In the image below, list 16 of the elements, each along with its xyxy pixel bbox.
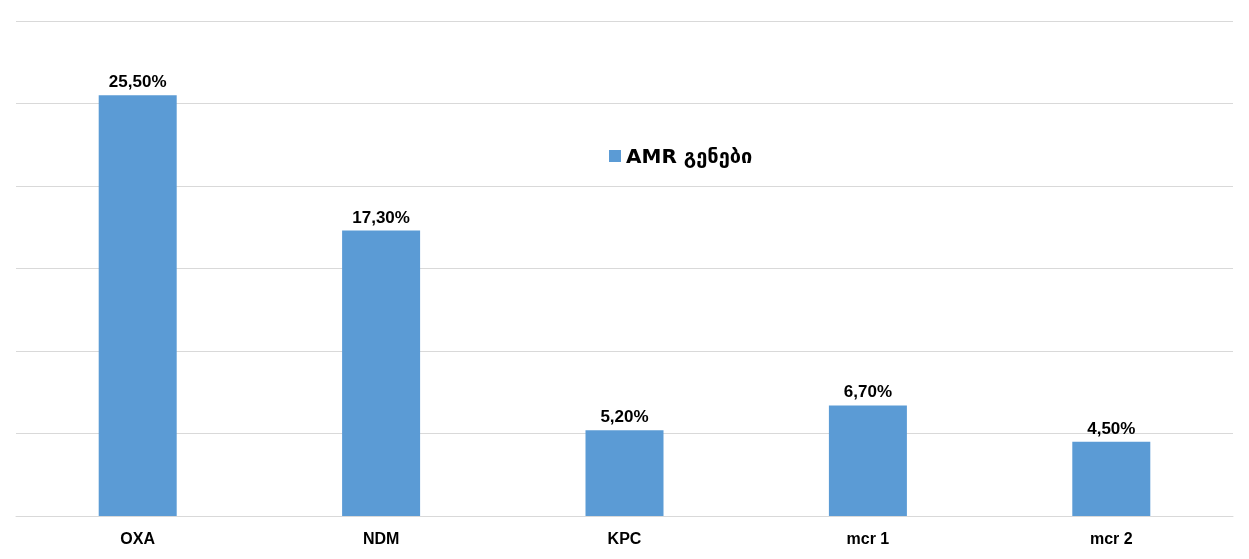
bar (1072, 441, 1151, 516)
bar (98, 95, 177, 516)
x-tick-label: KPC (607, 529, 642, 547)
x-tick-label: NDM (362, 529, 400, 547)
data-label: 25,50% (108, 72, 167, 92)
x-tick-label: mcr 1 (846, 529, 890, 547)
x-tick-label: mcr 2 (1089, 529, 1133, 547)
legend-label: AMR გენები (626, 144, 753, 168)
data-label: 5,20% (600, 407, 649, 427)
data-label: 6,70% (843, 382, 892, 402)
data-label: 17,30% (352, 207, 410, 227)
bar (828, 405, 907, 516)
bar (585, 430, 664, 516)
x-tick-label: OXA (120, 529, 156, 547)
data-label: 4,50% (1087, 418, 1136, 438)
bar (342, 230, 421, 516)
